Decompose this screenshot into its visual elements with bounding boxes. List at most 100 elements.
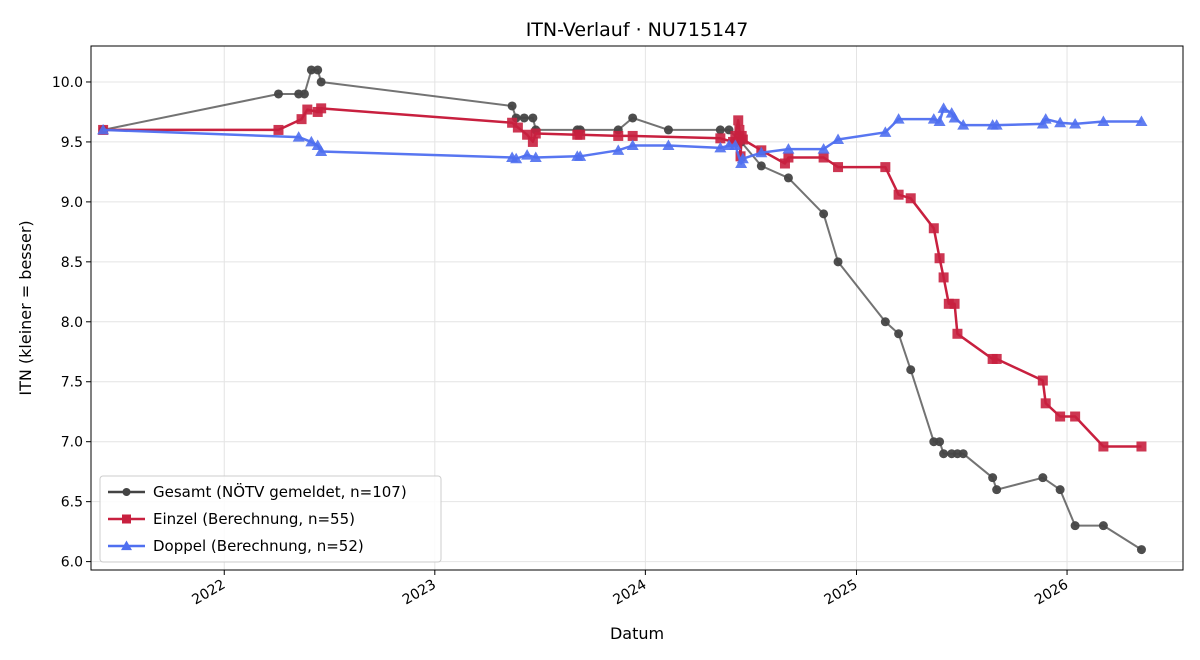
y-tick-label: 10.0: [52, 75, 83, 91]
data-point: [613, 130, 624, 141]
data-point: [879, 126, 892, 137]
x-tick-label: 2024: [610, 577, 649, 609]
data-point: [507, 101, 517, 111]
legend-label: Doppel (Berechnung, n=52): [153, 537, 364, 555]
y-tick-label: 8.5: [61, 255, 83, 271]
data-point: [734, 124, 745, 135]
data-point: [628, 113, 638, 123]
data-point: [935, 437, 945, 447]
data-point: [528, 113, 538, 123]
legend-entry: Einzel (Berechnung, n=55): [108, 510, 355, 528]
data-point: [832, 133, 845, 145]
data-point: [730, 130, 741, 141]
data-point: [934, 253, 945, 264]
data-point: [627, 130, 638, 141]
data-point: [880, 317, 890, 327]
data-point: [507, 117, 518, 128]
data-point: [315, 145, 328, 157]
data-point: [943, 298, 954, 309]
data-point: [736, 152, 749, 164]
data-point: [316, 77, 326, 87]
legend-marker: [121, 540, 132, 551]
data-point: [1136, 441, 1147, 452]
data-point: [737, 134, 748, 145]
data-point: [833, 257, 843, 267]
data-point: [818, 152, 829, 163]
data-point: [928, 223, 939, 234]
data-point: [991, 353, 1002, 364]
data-point: [574, 150, 587, 161]
legend-label: Einzel (Berechnung, n=55): [153, 510, 355, 528]
data-point: [313, 65, 323, 75]
y-tick-label: 6.0: [61, 555, 83, 571]
series-triangle: [97, 102, 1148, 169]
data-point: [1055, 485, 1065, 495]
data-point: [779, 158, 790, 169]
y-tick-label: 6.5: [61, 495, 83, 511]
data-point: [1040, 398, 1051, 409]
data-point: [1070, 521, 1080, 531]
data-point: [933, 115, 946, 127]
data-point: [948, 111, 961, 123]
data-point: [512, 122, 523, 133]
data-point: [817, 143, 830, 154]
data-point: [906, 365, 916, 375]
data-point: [1098, 521, 1108, 531]
legend-label: Gesamt (NÖTV gemeldet, n=107): [153, 482, 407, 501]
data-point: [1055, 411, 1066, 422]
data-point: [880, 162, 891, 173]
x-tick-label: 2025: [822, 577, 861, 609]
series-line: [103, 107, 1142, 448]
data-point: [521, 149, 534, 160]
data-point: [783, 173, 793, 183]
legend-entry: Gesamt (NÖTV gemeldet, n=107): [108, 482, 407, 501]
data-point: [1037, 375, 1048, 386]
data-point: [1135, 115, 1148, 127]
data-point: [939, 449, 949, 459]
data-point: [938, 272, 949, 283]
x-axis-label: Datum: [610, 624, 664, 643]
plot-frame: [90, 45, 1184, 571]
data-point: [958, 449, 968, 459]
data-point: [755, 146, 768, 158]
data-point: [783, 152, 794, 163]
data-point: [833, 162, 844, 173]
data-point: [575, 129, 586, 140]
series-square: [98, 103, 1147, 452]
series-layer: [97, 65, 1148, 555]
data-point: [733, 115, 744, 126]
data-point: [626, 139, 639, 151]
data-point: [273, 89, 283, 99]
data-point: [952, 328, 963, 339]
data-point: [782, 143, 795, 154]
data-point: [1069, 117, 1082, 129]
data-point: [302, 104, 313, 115]
x-tick-label: 2023: [400, 577, 439, 609]
data-point: [819, 209, 829, 219]
data-point: [663, 125, 673, 135]
data-point: [292, 131, 305, 142]
y-tick-label: 9.5: [61, 135, 83, 151]
y-tick-label: 8.0: [61, 315, 83, 331]
data-point: [1039, 113, 1052, 124]
data-point: [905, 193, 916, 204]
series-line: [102, 69, 1143, 551]
data-point: [519, 113, 529, 123]
legend-box: [99, 475, 442, 563]
chart-title: ITN-Verlauf · NU715147: [526, 19, 749, 41]
data-point: [273, 124, 284, 135]
data-point: [1136, 545, 1146, 555]
data-point: [296, 114, 307, 125]
data-point: [756, 161, 766, 171]
data-point: [662, 139, 675, 151]
data-point: [1098, 441, 1109, 452]
data-point: [612, 144, 625, 155]
data-point: [97, 123, 110, 135]
data-point: [729, 139, 742, 151]
data-point: [305, 135, 318, 147]
data-point: [992, 485, 1002, 495]
data-point: [530, 128, 541, 139]
data-point: [894, 329, 904, 339]
data-point: [715, 133, 726, 144]
